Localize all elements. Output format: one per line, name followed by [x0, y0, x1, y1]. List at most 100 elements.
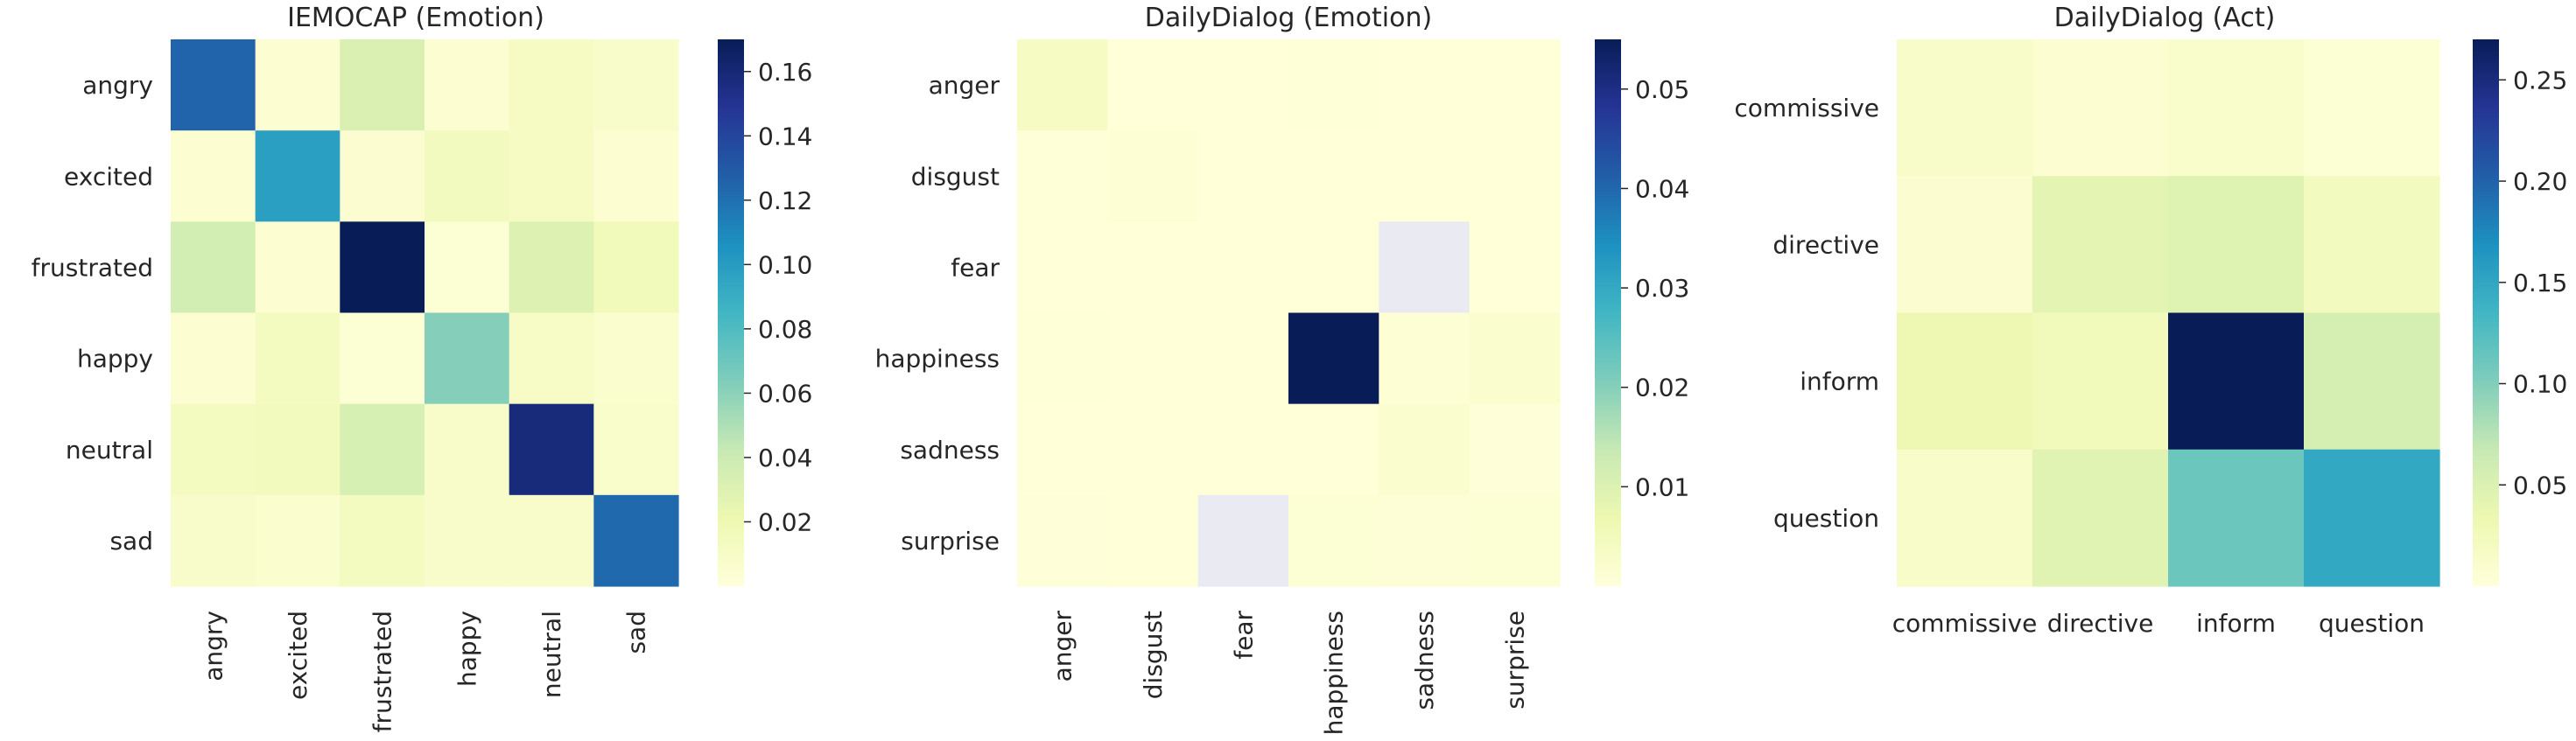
heatmap-cell [340, 403, 425, 496]
y-tick-label: angry [82, 71, 153, 100]
colorbar [1595, 39, 1621, 586]
heatmap-cell [171, 494, 256, 587]
heatmap-cell [340, 39, 425, 131]
heatmap-cell [1469, 494, 1561, 587]
heatmap-cell [1288, 312, 1379, 405]
colorbar-tick-label: 0.12 [758, 186, 812, 215]
y-tick-label: fear [951, 253, 1000, 282]
x-tick-label: angry [199, 611, 228, 682]
heatmap-cell [593, 494, 679, 587]
heatmap-cell [255, 39, 340, 131]
x-tick-label: inform [2196, 609, 2276, 638]
heatmap-cell [593, 221, 679, 314]
heatmap-cell [255, 312, 340, 405]
heatmap-cell [2304, 312, 2440, 451]
colorbar-tick-label: 0.05 [2513, 471, 2567, 500]
heatmap-cell [593, 39, 679, 131]
heatmap-cell [425, 221, 510, 314]
heatmap-cell [2168, 449, 2305, 587]
heatmap-cell [1379, 39, 1470, 131]
colorbar-tick-label: 0.03 [1635, 274, 1689, 303]
heatmap-cell [509, 39, 594, 131]
heatmap-cell [1469, 403, 1561, 496]
heatmap-cell [1197, 403, 1289, 496]
colorbar-tick-label: 0.05 [1635, 75, 1689, 104]
heatmap-cell [2032, 312, 2169, 451]
heatmap-cell [1107, 403, 1199, 496]
colorbar-tick-label: 0.10 [2513, 370, 2567, 399]
heatmap-cell [1107, 221, 1199, 314]
chart-title: IEMOCAP (Emotion) [287, 3, 544, 33]
colorbar [718, 39, 744, 586]
heatmap-cell [255, 494, 340, 587]
heatmap-cell [255, 403, 340, 496]
heatmap-cell [1288, 494, 1379, 587]
heatmap-cell [340, 312, 425, 405]
heatmap-cell [1197, 221, 1289, 314]
heatmap-cell [1197, 130, 1289, 222]
colorbar-tick-label: 0.04 [758, 444, 812, 472]
heatmap-cell [593, 312, 679, 405]
heatmap-cell [1017, 130, 1108, 222]
heatmap-cell [1107, 312, 1199, 405]
heatmap-cell [509, 312, 594, 405]
heatmap-cell [2032, 176, 2169, 314]
heatmap-cell [1197, 312, 1289, 405]
y-tick-label: happiness [875, 345, 1000, 374]
heatmap-cell [425, 39, 510, 131]
colorbar-tick-label: 0.04 [1635, 174, 1689, 203]
heatmap-cell [2304, 39, 2440, 177]
heatmap-cell [2304, 449, 2440, 587]
colorbar-tick-label: 0.01 [1635, 472, 1689, 501]
heatmap-cell [1288, 403, 1379, 496]
heatmap-cell [2032, 449, 2169, 587]
y-tick-label: directive [1772, 230, 1879, 259]
heatmap-cell [171, 39, 256, 131]
x-tick-label: anger [1049, 611, 1077, 682]
heatmap-cell [509, 221, 594, 314]
heatmap-cell [1897, 449, 2033, 587]
heatmap-cell [593, 403, 679, 496]
colorbar [2473, 39, 2499, 586]
heatmap-cell [1288, 39, 1379, 131]
chart-title: DailyDialog (Act) [2054, 3, 2276, 33]
heatmap-cell [1288, 221, 1379, 314]
heatmap-cell [1897, 312, 2033, 451]
heatmap-cell [2304, 176, 2440, 314]
heatmap-cell [1197, 39, 1289, 131]
heatmap-cell [1897, 176, 2033, 314]
x-tick-label: surprise [1500, 611, 1529, 710]
heatmap-cell [171, 130, 256, 222]
heatmap-cell [1469, 130, 1561, 222]
colorbar-tick-label: 0.02 [758, 507, 812, 536]
y-tick-label: neutral [66, 436, 153, 465]
x-tick-label: question [2319, 609, 2425, 638]
heatmap-cell [1897, 39, 2033, 177]
heatmap-cell [1469, 312, 1561, 405]
heatmap-cell [1017, 221, 1108, 314]
heatmap-cell [2168, 176, 2305, 314]
heatmap-panel-iemocap-emotion: IEMOCAP (Emotion) angry excited frustrated… [32, 3, 813, 732]
heatmap-cell [509, 494, 594, 587]
y-tick-label: sad [109, 527, 153, 556]
y-tick-label: frustrated [32, 253, 153, 282]
colorbar-tick-label: 0.16 [758, 58, 812, 87]
heatmap-cell [2168, 312, 2305, 451]
y-tick-label: disgust [911, 162, 1000, 191]
heatmap-cell [1379, 494, 1470, 587]
heatmap-cell [509, 130, 594, 222]
colorbar-tick-label: 0.25 [2513, 66, 2567, 94]
x-tick-label: commissive [1892, 609, 2038, 638]
x-tick-label: disgust [1139, 611, 1168, 699]
colorbar-tick-label: 0.14 [758, 122, 812, 150]
x-tick-label: excited [284, 611, 312, 700]
heatmap-cell [171, 312, 256, 405]
colorbar-tick-label: 0.02 [1635, 374, 1689, 402]
heatmap-cell [425, 312, 510, 405]
heatmap-cell [340, 221, 425, 314]
heatmap-cell [509, 403, 594, 496]
heatmap-cell [425, 403, 510, 496]
heatmap-cell [2032, 39, 2169, 177]
x-tick-label: happiness [1320, 611, 1349, 735]
heatmap-panel-dailydialog-act: DailyDialog (Act) commissive directive inf… [1734, 3, 2567, 638]
